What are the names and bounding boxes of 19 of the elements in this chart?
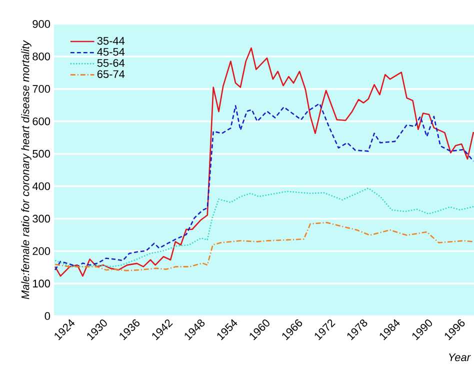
- line-series: [54, 188, 474, 268]
- x-axis-title: Year: [449, 354, 471, 362]
- y-tick-label: 400: [32, 182, 50, 190]
- legend-label: 45-54: [97, 48, 125, 56]
- line-series: [54, 102, 474, 271]
- y-axis-title: Male:female ratio for coronary heart disease mortality: [21, 40, 32, 300]
- line-series: [54, 47, 474, 277]
- y-tick-label: 800: [32, 52, 50, 60]
- y-tick-label: 100: [33, 280, 50, 288]
- legend-label: 35-44: [97, 36, 125, 45]
- legend-label: 65-74: [97, 70, 125, 78]
- y-tick-label: 200: [32, 247, 50, 255]
- y-tick-label: 700: [32, 85, 50, 93]
- y-tick-label: 600: [32, 117, 50, 126]
- y-tick-label: 300: [32, 214, 50, 223]
- y-tick-label: 0: [44, 312, 50, 320]
- y-tick-label: 500: [32, 150, 50, 158]
- y-tick-label: 900: [32, 20, 50, 28]
- legend-label: 55-64: [97, 59, 125, 67]
